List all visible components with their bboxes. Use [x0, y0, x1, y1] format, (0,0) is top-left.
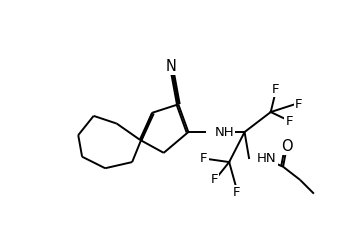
- Text: F: F: [211, 173, 218, 186]
- Text: O: O: [281, 139, 293, 154]
- Text: F: F: [295, 98, 302, 111]
- Text: N: N: [166, 59, 177, 74]
- Text: F: F: [233, 186, 240, 199]
- Text: HN: HN: [257, 152, 276, 165]
- Text: NH: NH: [215, 125, 234, 139]
- Text: F: F: [271, 83, 279, 96]
- Text: F: F: [200, 152, 207, 165]
- Text: F: F: [285, 115, 293, 128]
